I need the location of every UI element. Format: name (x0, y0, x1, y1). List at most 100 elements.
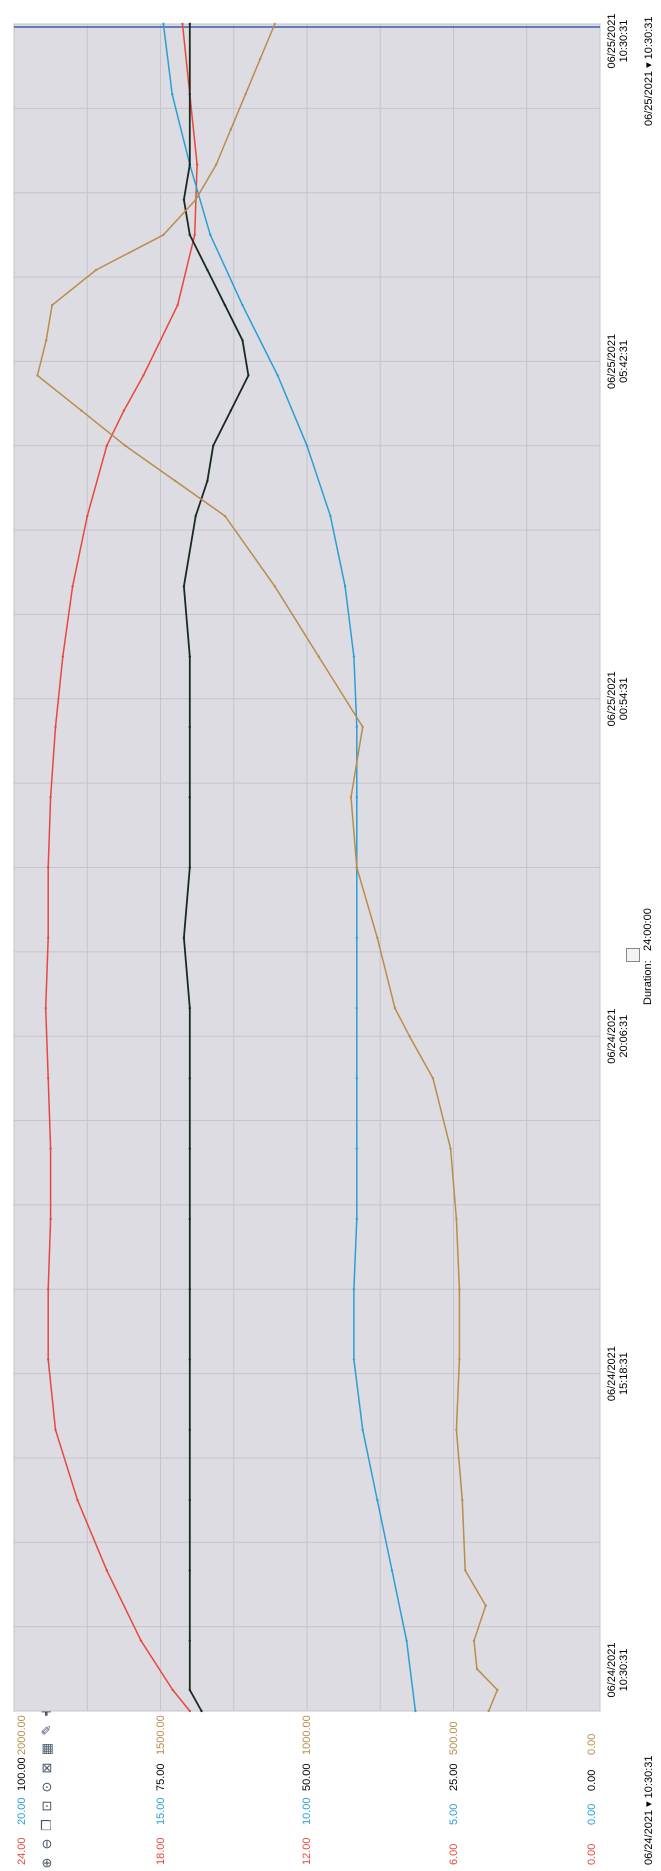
series-4-point (376, 936, 379, 939)
series-4-point (393, 1006, 397, 1010)
series-1-point (122, 409, 126, 412)
series-4-point (349, 796, 353, 799)
series-2-point (376, 1498, 379, 1502)
series-1-point (44, 1006, 47, 1010)
series-4-point (124, 444, 127, 447)
series-4-point (355, 866, 359, 869)
series-2-point (361, 1428, 364, 1432)
series-4-point (496, 1688, 499, 1692)
series-3-point (241, 339, 244, 342)
series-4-point (214, 163, 218, 166)
series-3-point (200, 1709, 203, 1713)
series-2-point (343, 585, 347, 588)
series-3-point (188, 866, 192, 869)
series-4-point (162, 233, 165, 237)
series-4-point (461, 1498, 464, 1502)
series-4-point (458, 1358, 461, 1361)
series-3-point (188, 1077, 192, 1080)
series-1-point (46, 1358, 50, 1361)
series-2-point (352, 1358, 356, 1361)
series-4-point (94, 268, 98, 272)
series-1-point (54, 725, 57, 729)
series-3-point (188, 93, 192, 96)
series-2-point (352, 655, 356, 658)
series-3-point (188, 1498, 192, 1502)
axis3-tick-label: 0.00 (586, 1769, 598, 1791)
series-2-point (355, 725, 359, 729)
series-3-point (188, 233, 192, 237)
series-1-point (49, 1217, 52, 1221)
series-4-point (36, 374, 39, 377)
series-1-point (176, 303, 179, 307)
series-3-point (188, 163, 192, 166)
series-3-point (206, 268, 209, 272)
series-2-point (355, 1077, 359, 1080)
series-2-point (355, 1006, 359, 1010)
series-4-point (223, 514, 227, 518)
series-4-point (244, 93, 247, 96)
series-2-point (171, 93, 174, 96)
series-2-point (276, 374, 279, 377)
duration-value[interactable]: 24:00:00 (642, 908, 654, 951)
series-4-point (45, 339, 48, 342)
x-tick-label: 06/25/2021 05:42:31 (606, 333, 630, 389)
series-1-point (46, 1288, 50, 1291)
x-tick-label: 06/25/2021 10:30:31 (606, 13, 630, 69)
series-4-point (449, 1147, 452, 1150)
series-1-point (46, 1077, 50, 1080)
series-1-point (171, 1688, 174, 1692)
axis2-tick-label: 20.00 (16, 1797, 28, 1825)
series-3-point (188, 1217, 192, 1221)
series-2-point (352, 1288, 356, 1291)
x-tick-label: 06/24/2021 20:06:31 (606, 1008, 630, 1064)
start-datetime[interactable]: 06/24/2021 ▾ 10:30:31 (643, 1755, 655, 1865)
series-3-point (188, 1428, 192, 1432)
series-1-point (188, 1709, 192, 1713)
series-1-point (61, 655, 65, 658)
x-tick-label: 06/24/2021 15:18:31 (606, 1346, 630, 1402)
series-4-point (431, 1077, 435, 1080)
axis2-tick-label: 10.00 (301, 1797, 313, 1825)
series-2-point (355, 1147, 359, 1150)
series-3-point (194, 514, 197, 518)
series-3-point (188, 655, 192, 658)
series-3-point (188, 1569, 192, 1572)
series-2-point (405, 1639, 408, 1642)
series-4-point (273, 585, 276, 588)
axis1-tick-label: 18.00 (154, 1837, 167, 1865)
series-3-point (188, 1288, 192, 1291)
series-4-point (455, 1428, 458, 1432)
series-3-point (223, 303, 227, 307)
series-1-point (49, 796, 52, 799)
x-tick-label: 06/25/2021 00:54:31 (606, 671, 630, 727)
axis1-tick-label: 6.00 (447, 1843, 460, 1865)
duration-checkbox[interactable] (626, 948, 640, 962)
axis2-tick-label: 15.00 (154, 1797, 167, 1825)
series-4-point (455, 1217, 458, 1221)
end-datetime[interactable]: 06/25/2021 ▾ 10:30:31 (643, 16, 655, 126)
axis3-tick-label: 25.00 (447, 1763, 460, 1791)
axis3-tick-label: 75.00 (154, 1763, 167, 1791)
series-3-point (182, 585, 186, 588)
series-3-point (247, 374, 250, 377)
series-3-point (182, 198, 186, 201)
series-2-point (241, 303, 244, 307)
series-2-point (355, 1217, 359, 1221)
series-2-point (209, 233, 212, 237)
series-4-point (408, 1035, 411, 1038)
duration-label: Duration: (642, 960, 654, 1005)
series-4-point (472, 1639, 476, 1642)
axis2-tick-label: 5.00 (447, 1803, 460, 1825)
series-3-point (188, 1358, 192, 1361)
series-4-point (273, 22, 276, 26)
series-2-point (355, 936, 359, 939)
series-1-point (46, 936, 50, 939)
axis4-tick-label: 500.00 (447, 1721, 460, 1755)
series-4-point (475, 1667, 479, 1671)
series-1-point (86, 514, 89, 518)
series-3-point (188, 1147, 192, 1150)
axis1-tick-label: 24.00 (16, 1837, 28, 1865)
series-1-point (142, 374, 145, 377)
series-3-point (229, 409, 233, 412)
